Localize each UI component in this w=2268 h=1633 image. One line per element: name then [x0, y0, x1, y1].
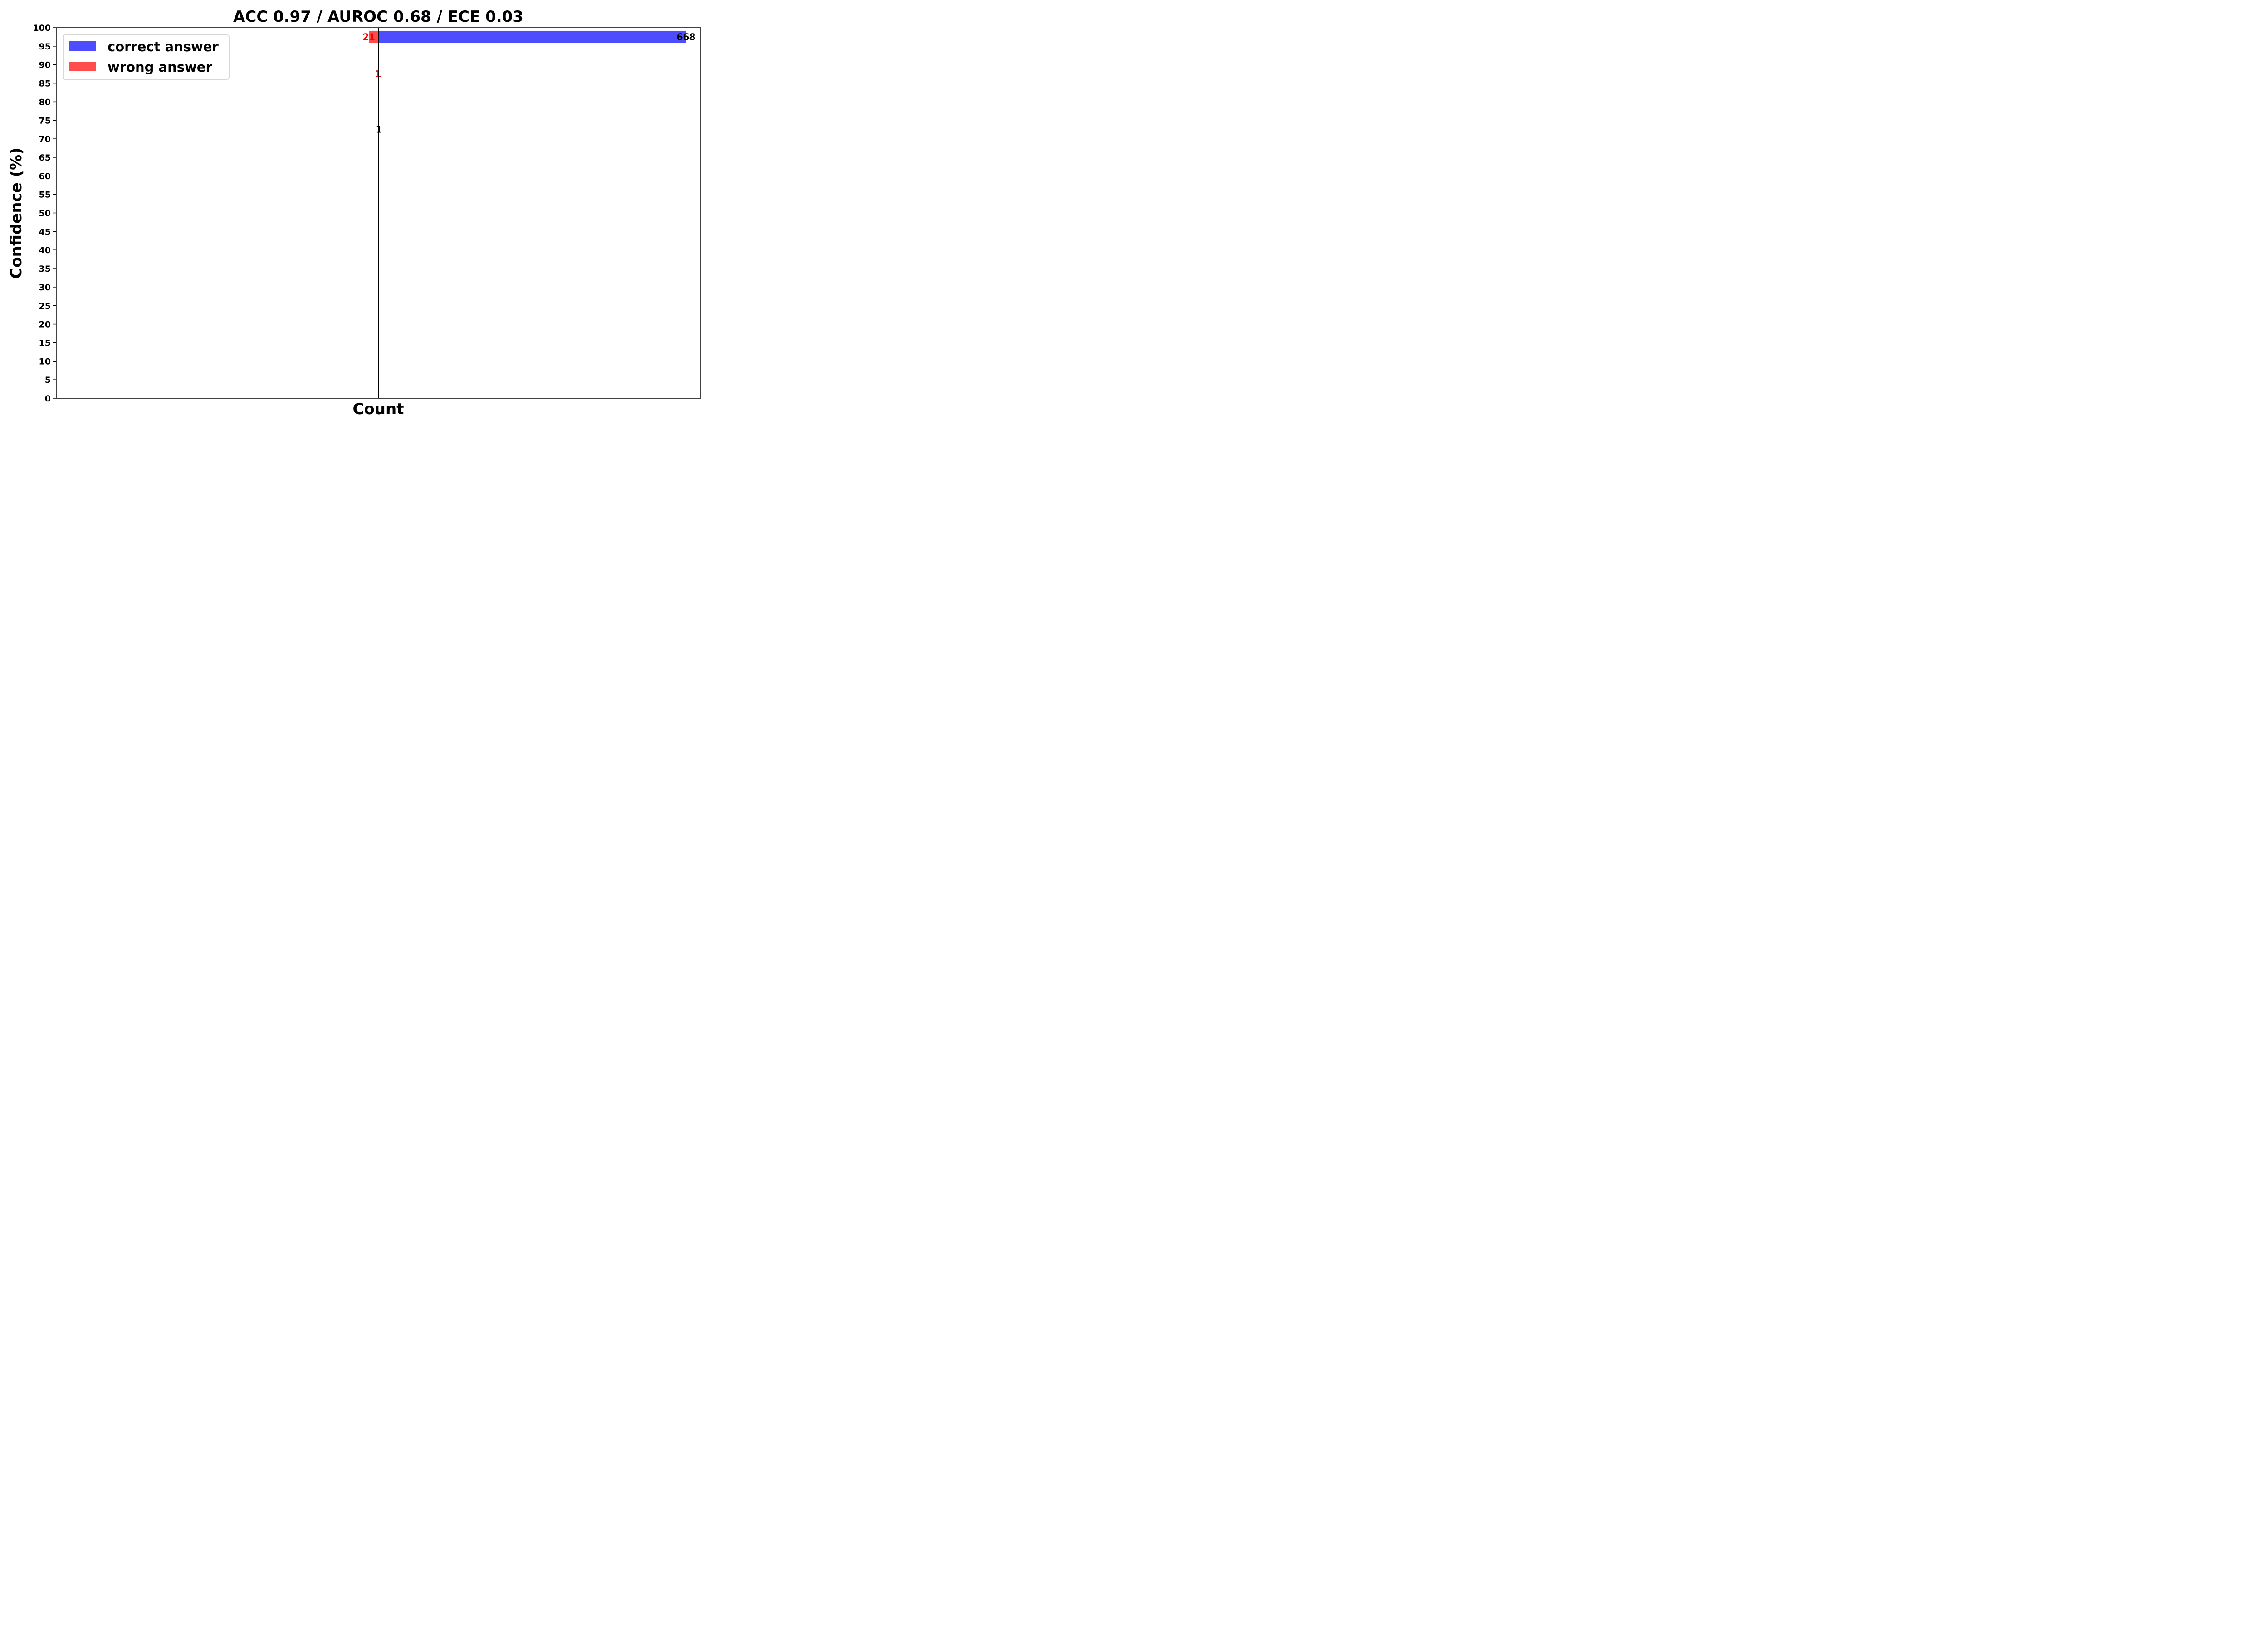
y-tick-label: 80: [39, 97, 51, 107]
confidence-histogram-chart: ACC 0.97 / AUROC 0.68 / ECE 0.03 0 5 10 15 2…: [7, 8, 701, 418]
y-tick-label: 65: [39, 153, 51, 163]
bar-value-label: 1: [376, 124, 382, 135]
legend-box: [63, 34, 230, 80]
y-tick-label: 100: [33, 23, 51, 33]
y-axis-ticks: 0 5 10 15 20 25 30 35 40 45 50 55 60 65 70 75 80 85 90 95 10…: [33, 23, 56, 404]
y-tick-label: 10: [39, 357, 51, 367]
chart-title: ACC 0.97 / AUROC 0.68 / ECE 0.03: [233, 8, 523, 26]
y-tick-label: 50: [39, 209, 51, 219]
bar-value-label: 21: [362, 31, 375, 42]
legend-label-wrong: wrong answer: [108, 59, 212, 75]
x-axis-label: Count: [353, 400, 404, 418]
y-tick-label: 70: [39, 134, 51, 144]
legend-swatch-correct: [69, 41, 96, 51]
bar-value-label: 1: [375, 68, 381, 79]
legend-label-correct: correct answer: [108, 39, 219, 54]
y-tick-label: 25: [39, 301, 51, 311]
plot-frame: [56, 27, 701, 399]
y-axis-label: Confidence (%): [7, 147, 25, 279]
y-tick-label: 60: [39, 171, 51, 181]
y-tick-label: 30: [39, 283, 51, 293]
y-tick-label: 85: [39, 79, 51, 89]
y-tick-label: 55: [39, 190, 51, 200]
y-tick-label: 95: [39, 42, 51, 52]
y-tick-label: 45: [39, 227, 51, 237]
legend: correct answer wrong answer: [63, 34, 230, 80]
y-tick-label: 35: [39, 264, 51, 274]
y-tick-label: 75: [39, 116, 51, 126]
bar-wrong: [369, 30, 379, 43]
y-tick-label: 0: [45, 394, 51, 404]
y-tick-label: 40: [39, 245, 51, 255]
legend-swatch-wrong: [69, 62, 96, 71]
bars-group: [369, 30, 686, 136]
bar-value-label: 668: [677, 31, 696, 42]
y-tick-label: 20: [39, 320, 51, 330]
bar-correct: [378, 30, 686, 43]
bar-labels-group: 668 1 21 1: [362, 31, 695, 135]
y-tick-label: 5: [45, 375, 51, 385]
y-tick-label: 90: [39, 60, 51, 70]
y-tick-label: 15: [39, 338, 51, 348]
